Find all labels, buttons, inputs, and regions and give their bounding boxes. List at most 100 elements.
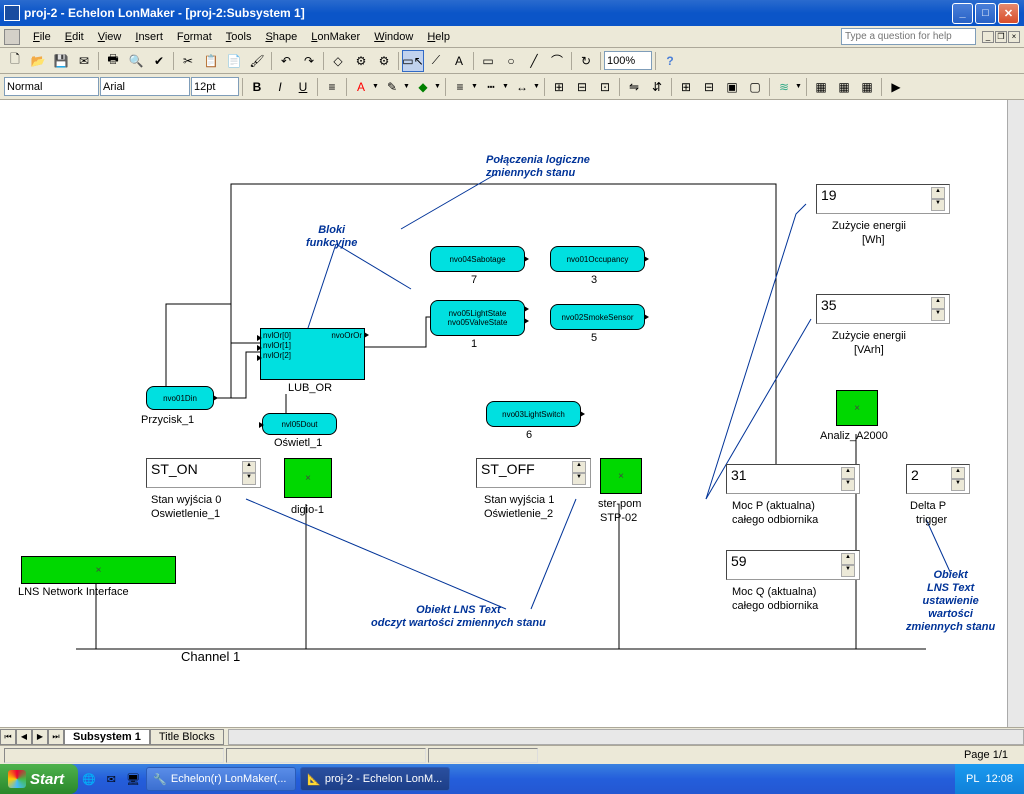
paste-button[interactable]: 📄 — [223, 50, 245, 72]
print-button[interactable]: 🖶 — [102, 50, 124, 72]
lon-tool1-button[interactable]: ⚙ — [350, 50, 372, 72]
textbox-energy-varh[interactable]: 35▲▼ — [816, 294, 950, 324]
minimize-button[interactable]: _ — [952, 3, 973, 24]
menu-lonmaker[interactable]: LonMaker — [304, 29, 367, 45]
menu-view[interactable]: View — [91, 29, 129, 45]
spell-button[interactable]: ✔ — [148, 50, 170, 72]
fontsize-combo[interactable] — [191, 77, 239, 96]
connect-button[interactable]: ⊡ — [594, 76, 616, 98]
distribute-button[interactable]: ⊟ — [571, 76, 593, 98]
mdi-minimize-button[interactable]: _ — [982, 31, 994, 43]
tray-lang[interactable]: PL — [966, 773, 979, 785]
taskbar-app-lonmaker[interactable]: 🔧 Echelon(r) LonMaker(... — [146, 767, 296, 791]
fb-smoke[interactable]: nvo02SmokeSensor — [550, 304, 645, 330]
menu-file[interactable]: File — [26, 29, 58, 45]
textbox-energy-wh[interactable]: 19▲▼ — [816, 184, 950, 214]
format-painter-button[interactable]: 🖌 — [246, 50, 268, 72]
vertical-scrollbar[interactable] — [1007, 100, 1024, 727]
next-button[interactable]: ▶ — [885, 76, 907, 98]
menu-insert[interactable]: Insert — [128, 29, 170, 45]
tab-nav-prev[interactable]: ◀ — [16, 729, 32, 745]
tab-subsystem1[interactable]: Subsystem 1 — [64, 729, 150, 745]
horizontal-scrollbar[interactable] — [228, 729, 1024, 745]
fb-przycisk[interactable]: nvo01Din — [146, 386, 214, 410]
tab-nav-first[interactable]: ⏮ — [0, 729, 16, 745]
fb-sabotage[interactable]: nvo04Sabotage — [430, 246, 525, 272]
fb-lub-or[interactable]: nvlOr[0]nvoOrOr nvlOr[1] nvlOr[2] — [260, 328, 365, 380]
menu-tools[interactable]: Tools — [219, 29, 259, 45]
tab-title-blocks[interactable]: Title Blocks — [150, 729, 224, 745]
flip-v-button[interactable]: ⇵ — [646, 76, 668, 98]
line-tool[interactable]: ╱ — [523, 50, 545, 72]
layers-button[interactable]: ≋ — [773, 76, 795, 98]
quicklaunch-desktop-icon[interactable]: 🖥 — [124, 770, 142, 788]
textbox-stoff[interactable]: ST_OFF▲▼ — [476, 458, 591, 488]
new-button[interactable]: 🗋 — [4, 50, 26, 72]
help-search-input[interactable] — [841, 28, 976, 45]
mdi-close-button[interactable]: × — [1008, 31, 1020, 43]
line-pattern-button[interactable]: ┅ — [480, 76, 502, 98]
quicklaunch-mail-icon[interactable]: ✉ — [102, 770, 120, 788]
arc-tool[interactable]: ⌒ — [546, 50, 568, 72]
align-left-button[interactable]: ≡ — [321, 76, 343, 98]
mdi-restore-button[interactable]: ❐ — [995, 31, 1007, 43]
maximize-button[interactable]: □ — [975, 3, 996, 24]
fb-lightstate[interactable]: nvo05LightState nvo05ValveState — [430, 300, 525, 336]
textbox-deltap[interactable]: 2▲▼ — [906, 464, 970, 494]
fb-occupancy[interactable]: nvo01Occupancy — [550, 246, 645, 272]
connector-tool[interactable]: ⟋ — [425, 50, 447, 72]
lon2-button[interactable]: ▦ — [833, 76, 855, 98]
shapes-button[interactable]: ◇ — [327, 50, 349, 72]
style-combo[interactable] — [4, 77, 99, 96]
textbox-ston[interactable]: ST_ON▲▼ — [146, 458, 261, 488]
lon-tool2-button[interactable]: ⚙ — [373, 50, 395, 72]
quicklaunch-ie-icon[interactable]: 🌐 — [80, 770, 98, 788]
analiz-node[interactable]: × — [836, 390, 878, 426]
undo-button[interactable]: ↶ — [275, 50, 297, 72]
rotate-button[interactable]: ↻ — [575, 50, 597, 72]
taskbar-app-proj2[interactable]: 📐 proj-2 - Echelon LonM... — [300, 767, 450, 791]
line-ends-button[interactable]: ↔ — [511, 76, 533, 98]
tab-nav-next[interactable]: ▶ — [32, 729, 48, 745]
align-shapes-button[interactable]: ⊞ — [548, 76, 570, 98]
flip-h-button[interactable]: ⇋ — [623, 76, 645, 98]
menu-edit[interactable]: Edit — [58, 29, 91, 45]
front-button[interactable]: ▣ — [721, 76, 743, 98]
textbox-mocp[interactable]: 31▲▼ — [726, 464, 860, 494]
ellipse-tool[interactable]: ○ — [500, 50, 522, 72]
cut-button[interactable]: ✂ — [177, 50, 199, 72]
underline-button[interactable]: U — [292, 76, 314, 98]
font-combo[interactable] — [100, 77, 190, 96]
zoom-combo[interactable] — [604, 51, 652, 70]
menu-format[interactable]: Format — [170, 29, 219, 45]
help-button[interactable]: ? — [659, 50, 681, 72]
lon1-button[interactable]: ▦ — [810, 76, 832, 98]
mail-button[interactable]: ✉ — [73, 50, 95, 72]
line-color-button[interactable]: ✎ — [381, 76, 403, 98]
bold-button[interactable]: B — [246, 76, 268, 98]
sterpom-node[interactable]: × — [600, 458, 642, 494]
preview-button[interactable]: 🔍 — [125, 50, 147, 72]
start-button[interactable]: Start — [0, 764, 78, 794]
menu-window[interactable]: Window — [367, 29, 420, 45]
save-button[interactable]: 💾 — [50, 50, 72, 72]
redo-button[interactable]: ↷ — [298, 50, 320, 72]
lon3-button[interactable]: ▦ — [856, 76, 878, 98]
menu-help[interactable]: Help — [420, 29, 457, 45]
font-color-button[interactable]: A — [350, 76, 372, 98]
close-button[interactable]: ✕ — [998, 3, 1019, 24]
copy-button[interactable]: 📋 — [200, 50, 222, 72]
rect-tool[interactable]: ▭ — [477, 50, 499, 72]
tab-nav-last[interactable]: ⏭ — [48, 729, 64, 745]
pointer-tool[interactable]: ▭↖ — [402, 50, 424, 72]
open-button[interactable]: 📂 — [27, 50, 49, 72]
group-button[interactable]: ⊞ — [675, 76, 697, 98]
drawing-canvas[interactable]: Połączenia logiczne zmiennych stanu Blok… — [0, 100, 1024, 727]
text-tool[interactable]: A — [448, 50, 470, 72]
menu-shape[interactable]: Shape — [258, 29, 304, 45]
italic-button[interactable]: I — [269, 76, 291, 98]
fb-oswietl[interactable]: nvl05Dout — [262, 413, 337, 435]
fill-color-button[interactable]: ◆ — [412, 76, 434, 98]
ungroup-button[interactable]: ⊟ — [698, 76, 720, 98]
back-button[interactable]: ▢ — [744, 76, 766, 98]
